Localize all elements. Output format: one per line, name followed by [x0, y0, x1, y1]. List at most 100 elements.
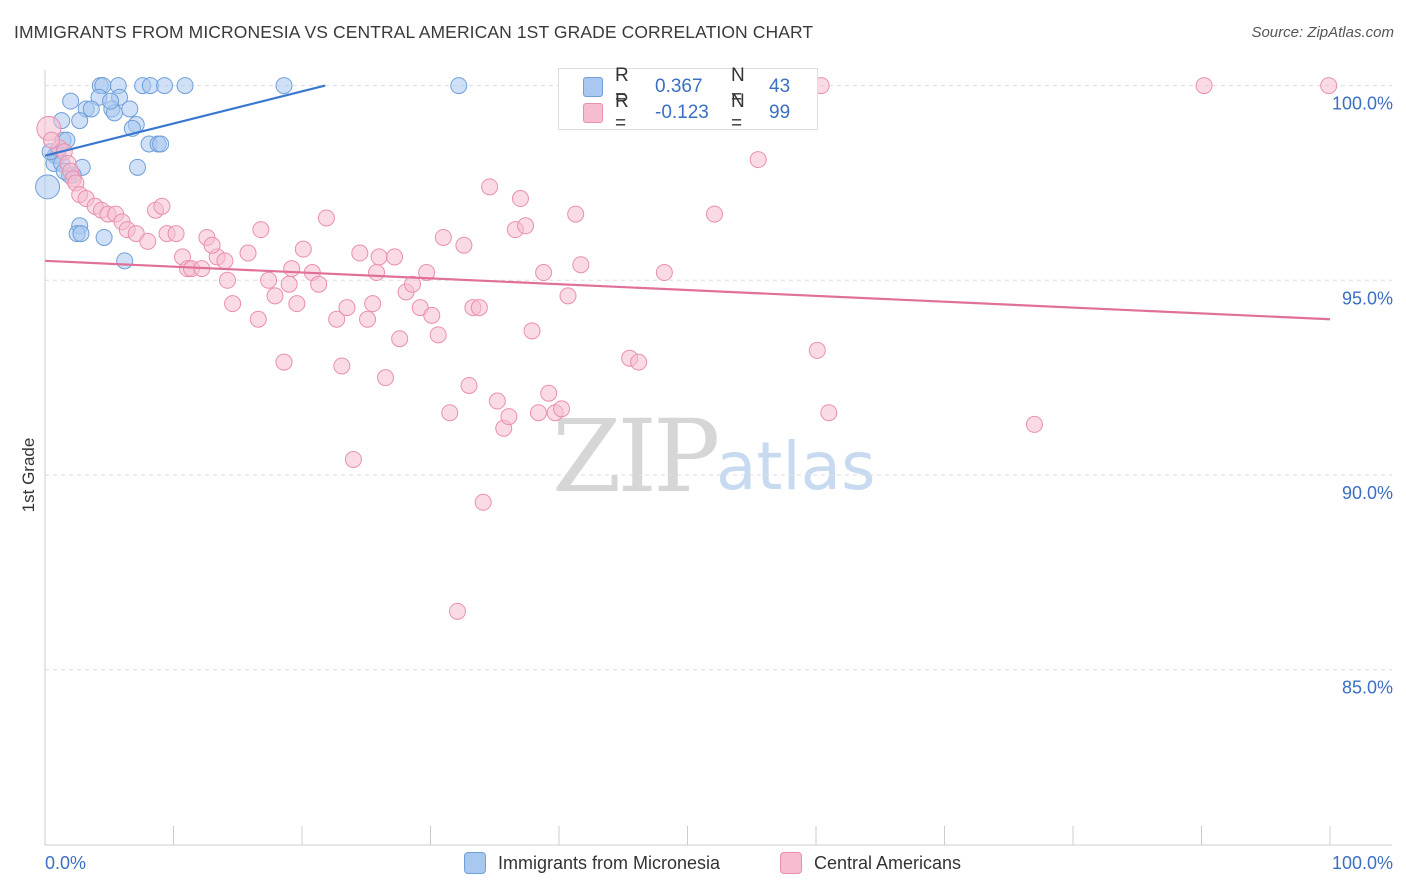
point-central-americans [351, 244, 369, 262]
stats-r-label-blue: R = [615, 65, 629, 108]
point-central-americans [283, 260, 301, 278]
stats-n-value-pink: 99 [769, 102, 791, 123]
y-axis-label-wrap: 1st Grade [14, 420, 44, 540]
point-central-americans [535, 264, 553, 282]
point-central-americans [359, 310, 377, 328]
point-micronesia [35, 174, 61, 200]
point-central-americans [266, 287, 284, 305]
legend-swatch-central-americans [780, 852, 802, 874]
point-central-americans [249, 310, 267, 328]
y-axis-label: 1st Grade [19, 437, 38, 513]
point-central-americans [42, 131, 60, 149]
point-central-americans [500, 408, 518, 426]
point-central-americans [705, 205, 723, 223]
point-central-americans [1320, 77, 1338, 95]
point-central-americans [364, 295, 382, 313]
y-tick-label: 100.0% [1332, 94, 1393, 114]
point-central-americans [239, 244, 257, 262]
point-central-americans [288, 295, 306, 313]
legend-item-central-americans[interactable]: Central Americans [780, 852, 961, 874]
legend-item-micronesia[interactable]: Immigrants from Micronesia [464, 852, 720, 874]
point-central-americans [328, 310, 346, 328]
point-central-americans [386, 248, 404, 266]
point-central-americans [224, 295, 242, 313]
point-micronesia [72, 225, 90, 243]
point-central-americans [260, 271, 278, 289]
point-central-americans [275, 353, 293, 371]
point-central-americans [1195, 77, 1213, 95]
point-central-americans [820, 404, 838, 422]
point-central-americans [294, 240, 312, 258]
point-central-americans [567, 205, 585, 223]
point-central-americans [167, 225, 185, 243]
point-micronesia [121, 100, 139, 118]
point-micronesia [275, 77, 293, 95]
stats-swatch-pink [583, 103, 603, 123]
point-central-americans [310, 275, 328, 293]
point-central-americans [218, 271, 236, 289]
point-micronesia [62, 92, 80, 110]
point-central-americans [572, 256, 590, 274]
point-central-americans [139, 232, 157, 250]
point-central-americans [333, 357, 351, 375]
point-central-americans [203, 236, 221, 254]
point-central-americans [630, 353, 648, 371]
point-central-americans [559, 287, 577, 305]
point-central-americans [474, 493, 492, 511]
point-central-americans [460, 376, 478, 394]
point-central-americans [338, 299, 356, 317]
legend-label-central-americans: Central Americans [814, 852, 962, 873]
point-central-americans [252, 221, 270, 239]
point-central-americans [553, 400, 571, 418]
point-central-americans [523, 322, 541, 340]
point-central-americans [317, 209, 335, 227]
x-tick-label-min: 0.0% [45, 853, 86, 873]
y-tick-label: 95.0% [1342, 288, 1393, 308]
point-central-americans [216, 252, 234, 270]
legend-label-micronesia: Immigrants from Micronesia [498, 852, 721, 873]
trend-line-micronesia [44, 84, 326, 157]
point-central-americans [488, 392, 506, 410]
stats-n-value-blue: 43 [769, 76, 791, 97]
point-micronesia [129, 158, 147, 176]
legend: Immigrants from Micronesia Central Ameri… [0, 852, 1406, 878]
y-tick-label: 85.0% [1342, 678, 1393, 698]
point-micronesia [152, 135, 170, 153]
source-label: Source: ZipAtlas.com [1251, 24, 1394, 41]
point-micronesia [102, 92, 120, 110]
point-micronesia [176, 77, 194, 95]
trend-line-central-americans [44, 259, 1331, 321]
y-tick-label: 90.0% [1342, 483, 1393, 503]
point-central-americans [448, 602, 466, 620]
stats-r-value-blue: 0.367 [655, 76, 703, 97]
point-micronesia [450, 77, 468, 95]
point-micronesia [156, 77, 174, 95]
point-central-americans [418, 264, 436, 282]
point-central-americans [280, 275, 298, 293]
stats-swatch-blue [583, 77, 603, 97]
point-central-americans [511, 190, 529, 208]
point-central-americans [391, 330, 409, 348]
stats-r-label-pink: R = [615, 91, 629, 134]
point-micronesia [82, 100, 100, 118]
point-central-americans [529, 404, 547, 422]
point-central-americans [429, 326, 447, 344]
point-central-americans [441, 404, 459, 422]
point-central-americans [655, 264, 673, 282]
point-central-americans [1025, 415, 1043, 433]
watermark-atlas: atlas [716, 428, 876, 505]
point-central-americans [368, 264, 386, 282]
point-central-americans [370, 248, 388, 266]
stats-r-value-pink: -0.123 [655, 102, 709, 123]
point-central-americans [434, 228, 452, 246]
chart-title: IMMIGRANTS FROM MICRONESIA VS CENTRAL AM… [14, 22, 814, 42]
watermark-zip: ZIP [552, 398, 720, 515]
point-central-americans [470, 299, 488, 317]
point-central-americans [377, 369, 395, 387]
point-central-americans [153, 197, 171, 215]
legend-swatch-micronesia [464, 852, 486, 874]
stats-box: R = 0.367 N = 43 R = -0.123 N = 99 [558, 65, 818, 134]
point-central-americans [423, 306, 441, 324]
point-central-americans [455, 236, 473, 254]
